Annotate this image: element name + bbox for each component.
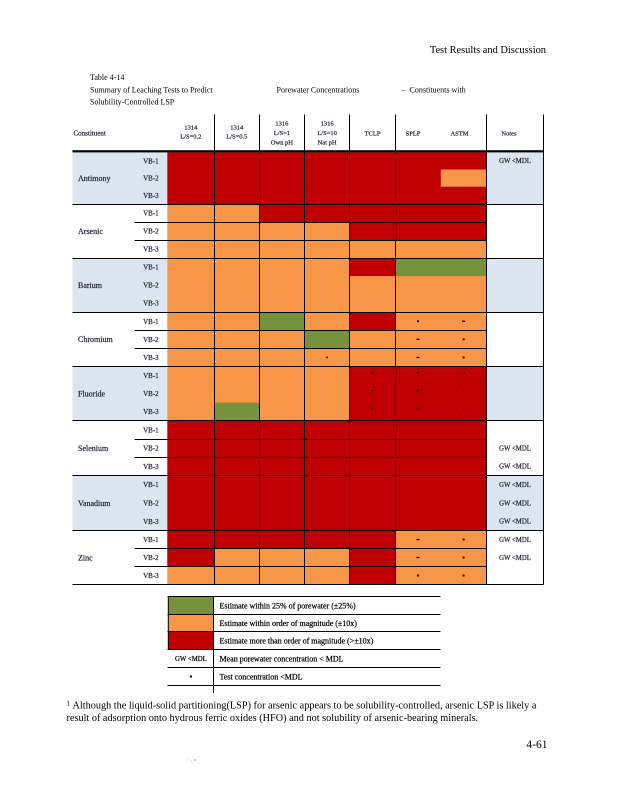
svg-text:VB-3: VB-3: [143, 518, 159, 526]
svg-text:GW <MDL: GW <MDL: [499, 482, 531, 489]
svg-text:VB-1: VB-1: [143, 481, 159, 489]
svg-text:– Constituents with: – Constituents with: [401, 85, 466, 94]
svg-text:VB-1: VB-1: [143, 318, 159, 326]
svg-text:VB-2: VB-2: [143, 175, 159, 183]
svg-text:VB-2: VB-2: [143, 554, 159, 562]
svg-text:ASTM: ASTM: [450, 131, 468, 138]
svg-text:Selenium: Selenium: [78, 444, 109, 453]
svg-text:GW <MDL: GW <MDL: [499, 445, 531, 452]
svg-text:Chromium: Chromium: [78, 335, 113, 344]
svg-text:VB-1: VB-1: [143, 372, 159, 380]
svg-text:L/S=10: L/S=10: [317, 130, 337, 137]
svg-text:1314: 1314: [184, 125, 198, 132]
svg-text:Notes: Notes: [501, 131, 517, 138]
svg-text:Constituent: Constituent: [74, 130, 106, 138]
svg-text:GW <MDL: GW <MDL: [499, 464, 531, 471]
svg-text:Own pH: Own pH: [271, 140, 294, 147]
svg-text:Antimony: Antimony: [78, 174, 110, 183]
svg-text:TCLP: TCLP: [365, 131, 381, 138]
svg-text:4-61: 4-61: [526, 739, 547, 751]
svg-text:VB-1: VB-1: [143, 536, 159, 544]
svg-text:Nat pH: Nat pH: [318, 140, 337, 147]
svg-text:VB-2: VB-2: [143, 228, 159, 236]
svg-text:VB-1: VB-1: [143, 157, 159, 165]
svg-text:L/S=1: L/S=1: [274, 130, 290, 137]
svg-text:Estimate more than order of ma: Estimate more than order of magnitude (>…: [220, 636, 374, 645]
svg-text:GW <MDL: GW <MDL: [499, 537, 531, 544]
svg-text:Porewater Concentrations: Porewater Concentrations: [277, 85, 360, 94]
svg-text:VB-2: VB-2: [143, 445, 159, 453]
svg-text:Table 4-14: Table 4-14: [90, 73, 124, 82]
svg-text:L/S=0.5: L/S=0.5: [226, 134, 247, 141]
svg-text:result of adsorption onto hydr: result of adsorption onto hydrous ferric…: [67, 713, 479, 724]
svg-text:VB-3: VB-3: [143, 192, 159, 200]
svg-text:VB-1: VB-1: [143, 210, 159, 218]
svg-text:Arsenic: Arsenic: [78, 227, 103, 236]
svg-text:VB-3: VB-3: [143, 408, 159, 416]
svg-text:GW <MDL: GW <MDL: [499, 500, 531, 507]
svg-text:VB-2: VB-2: [143, 390, 159, 398]
svg-text:VB-2: VB-2: [143, 282, 159, 290]
svg-text:Mean porewater concentration <: Mean porewater concentration < MDL: [220, 654, 344, 663]
svg-text:Estimate within order of magni: Estimate within order of magnitude (±10x…: [220, 619, 358, 628]
svg-text:Zinc: Zinc: [78, 553, 93, 562]
svg-text:1 Although the liquid-solid pa: 1 Although the liquid-solid partitioning…: [67, 700, 537, 711]
svg-text:Test concentration <MDL: Test concentration <MDL: [220, 672, 303, 681]
svg-text:Barium: Barium: [78, 281, 103, 290]
svg-text:VB-3: VB-3: [143, 463, 159, 471]
svg-text:SPLP: SPLP: [406, 131, 421, 138]
svg-text:VB-1: VB-1: [143, 426, 159, 434]
svg-text:Fluoride: Fluoride: [78, 389, 106, 398]
svg-text:VB-3: VB-3: [143, 246, 159, 254]
svg-text:VB-2: VB-2: [143, 500, 159, 508]
svg-text:1314: 1314: [230, 125, 244, 132]
svg-text:Solubility-Controlled LSP: Solubility-Controlled LSP: [90, 97, 175, 106]
svg-text:VB-3: VB-3: [143, 354, 159, 362]
svg-text:1316: 1316: [321, 121, 335, 128]
svg-text:GW <MDL: GW <MDL: [175, 656, 207, 663]
svg-text:L/S=0.2: L/S=0.2: [180, 134, 201, 141]
svg-text:VB-1: VB-1: [143, 264, 159, 272]
svg-text:Estimate within 25% of porewat: Estimate within 25% of porewater (±25%): [220, 601, 356, 610]
svg-text:VB-3: VB-3: [143, 300, 159, 308]
svg-text:1316: 1316: [275, 121, 289, 128]
svg-text:VB-2: VB-2: [143, 336, 159, 344]
svg-text:GW <MDL: GW <MDL: [499, 158, 531, 165]
svg-text:· ‚ «: · ‚ «: [188, 758, 197, 763]
svg-text:Test Results and Discussion: Test Results and Discussion: [430, 45, 547, 56]
svg-text:GW <MDL: GW <MDL: [499, 555, 531, 562]
svg-text:GW <MDL: GW <MDL: [499, 519, 531, 526]
svg-text:Vanadium: Vanadium: [78, 499, 111, 508]
svg-text:Summary of Leaching Tests to P: Summary of Leaching Tests to Predict: [90, 85, 213, 94]
svg-text:VB-3: VB-3: [143, 572, 159, 580]
